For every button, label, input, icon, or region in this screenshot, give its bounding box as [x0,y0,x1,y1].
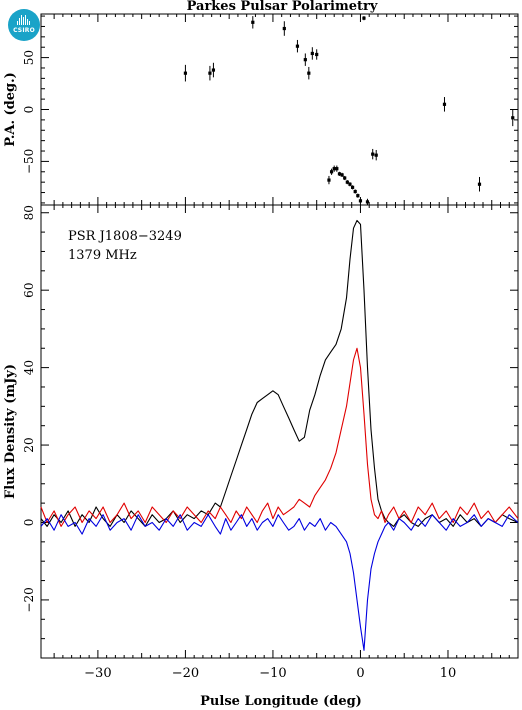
flux-tick-label: 20 [22,437,36,452]
flux-tick-label: 80 [22,205,36,220]
pa-point [303,58,307,62]
x-tick-label: −10 [259,666,286,681]
flux-tick-label: 60 [22,283,36,298]
logo-bars-icon [17,15,31,25]
flux-tick-label: −20 [22,587,36,612]
series-line-0 [40,219,519,527]
frequency-label: 1379 MHz [68,248,137,263]
pa-data-points [183,16,515,205]
pa-point [211,68,216,72]
pa-point [332,167,336,171]
flux-panel-frame [40,204,519,659]
pa-point [511,116,515,120]
pa-tick-label: 50 [22,50,36,65]
pa-point [442,102,447,106]
x-tick-label: −20 [172,666,199,681]
pa-point [335,167,339,171]
flux-tick-label: 0 [22,519,36,527]
pa-axis-label: P.A. (deg.) [3,72,18,147]
position-angle-panel: −50 0 50 P.A. (deg.) [3,13,519,206]
flux-tick-label: 40 [22,360,36,375]
pa-point [362,16,366,20]
pa-tick-label: −50 [22,149,36,174]
pa-axis-ticks: −50 0 50 [22,14,519,205]
chart-title: Parkes Pulsar Polarimetry [187,0,378,14]
pa-panel-frame [40,13,519,206]
pulsar-name-label: PSR J1808−3249 [68,229,182,244]
flux-axis-ticks: −20 0 20 40 60 80 −30 −20 −10 0 10 [22,205,519,681]
pa-point [307,71,311,75]
pa-point [315,52,319,57]
logo-text: CSIRO [13,27,35,34]
pa-point [350,185,355,189]
x-axis-label: Pulse Longitude (deg) [200,694,362,709]
pa-point [348,182,352,186]
x-tick-label: −30 [84,666,111,681]
pa-point [329,170,334,174]
pa-point [327,178,331,182]
pa-point [343,176,347,180]
flux-series [40,219,519,651]
series-line-1 [40,347,519,527]
pa-point [371,152,375,156]
x-tick-label: 0 [356,666,364,681]
pa-point [365,200,370,204]
pa-point [183,71,188,75]
flux-axis-label: Flux Density (mJy) [3,364,18,499]
pa-point [282,26,286,31]
pa-point [310,51,314,56]
pa-point [251,20,255,24]
csiro-logo: CSIRO [8,9,40,41]
pa-point [353,189,357,194]
pa-point [295,44,300,48]
x-tick-label: 10 [440,666,457,681]
pa-point [208,71,212,75]
pa-point [374,153,378,157]
series-line-2 [40,514,519,651]
pa-point [477,182,482,186]
pa-point [345,180,349,184]
pa-point [340,173,344,177]
pa-point [358,199,363,203]
pa-point [337,172,342,176]
pa-tick-label: 0 [22,106,36,114]
pa-point [356,194,360,198]
